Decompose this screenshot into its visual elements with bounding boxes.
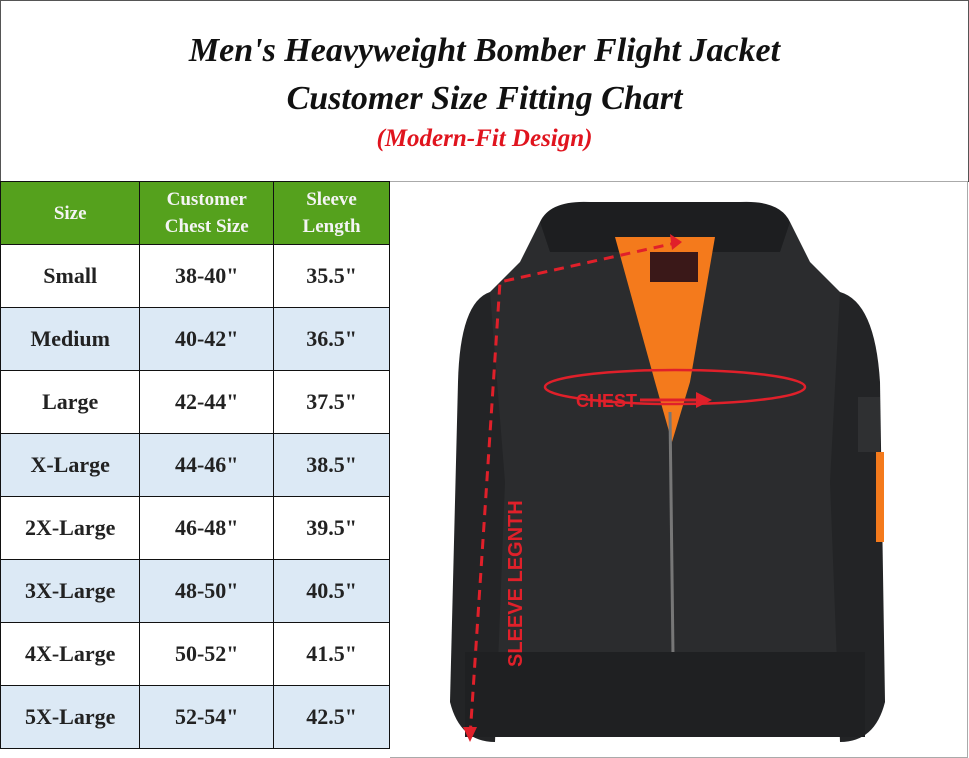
cell-chest: 52-54"	[139, 685, 275, 749]
chest-ellipse	[543, 368, 807, 406]
jacket-image: CHEST SLEEVE LEGNTH	[390, 181, 968, 758]
collar	[540, 201, 790, 252]
title-box: Men's Heavyweight Bomber Flight Jacket C…	[0, 0, 969, 182]
cell-chest: 50-52"	[139, 622, 275, 686]
subtitle: (Modern-Fit Design)	[376, 125, 593, 152]
cell-chest: 48-50"	[139, 559, 275, 623]
table-row: Medium 40-42" 36.5"	[0, 307, 390, 371]
cell-sleeve: 36.5"	[273, 307, 390, 371]
sleeve-tag	[876, 452, 884, 542]
cell-chest: 38-40"	[139, 244, 275, 308]
table-row: Large 42-44" 37.5"	[0, 370, 390, 434]
table-row: 5X-Large 52-54" 42.5"	[0, 685, 390, 749]
sleeve-pocket	[858, 397, 880, 452]
sleeve-label: SLEEVE LEGNTH	[505, 500, 527, 667]
table-row: X-Large 44-46" 38.5"	[0, 433, 390, 497]
size-table: Size Customer Chest Size Sleeve Length S…	[0, 181, 390, 749]
cell-sleeve: 35.5"	[273, 244, 390, 308]
orange-lining	[615, 237, 715, 442]
table-row: 4X-Large 50-52" 41.5"	[0, 622, 390, 686]
cell-size: Medium	[0, 307, 141, 371]
cell-size: Large	[0, 370, 141, 434]
title-line-1: Men's Heavyweight Bomber Flight Jacket	[188, 32, 781, 69]
cell-sleeve: 41.5"	[273, 622, 390, 686]
table-row: Small 38-40" 35.5"	[0, 244, 390, 308]
sleeve-arrow-top	[670, 234, 682, 250]
header-sleeve: Sleeve Length	[273, 181, 390, 245]
cell-sleeve: 39.5"	[273, 496, 390, 560]
cell-sleeve: 37.5"	[273, 370, 390, 434]
cell-size: 2X-Large	[0, 496, 141, 560]
cell-size: Small	[0, 244, 141, 308]
cell-sleeve: 40.5"	[273, 559, 390, 623]
cell-chest: 42-44"	[139, 370, 275, 434]
waistband	[465, 652, 865, 737]
jacket-body	[460, 222, 870, 737]
cell-sleeve: 38.5"	[273, 433, 390, 497]
sleeve-arrow-bottom	[463, 727, 477, 742]
cell-chest: 44-46"	[139, 433, 275, 497]
header-size: Size	[0, 181, 141, 245]
title-line-2: Customer Size Fitting Chart	[286, 80, 683, 117]
cell-size: 4X-Large	[0, 622, 141, 686]
table-row: 2X-Large 46-48" 39.5"	[0, 496, 390, 560]
table-row: 3X-Large 48-50" 40.5"	[0, 559, 390, 623]
table-header: Size Customer Chest Size Sleeve Length	[0, 181, 390, 245]
cell-size: 3X-Large	[0, 559, 141, 623]
cell-size: X-Large	[0, 433, 141, 497]
label-tag	[650, 252, 698, 282]
cell-chest: 40-42"	[139, 307, 275, 371]
chest-label: CHEST	[576, 391, 637, 411]
cell-size: 5X-Large	[0, 685, 141, 749]
cell-chest: 46-48"	[139, 496, 275, 560]
header-chest: Customer Chest Size	[139, 181, 275, 245]
chest-arrow-head	[696, 392, 712, 408]
cell-sleeve: 42.5"	[273, 685, 390, 749]
